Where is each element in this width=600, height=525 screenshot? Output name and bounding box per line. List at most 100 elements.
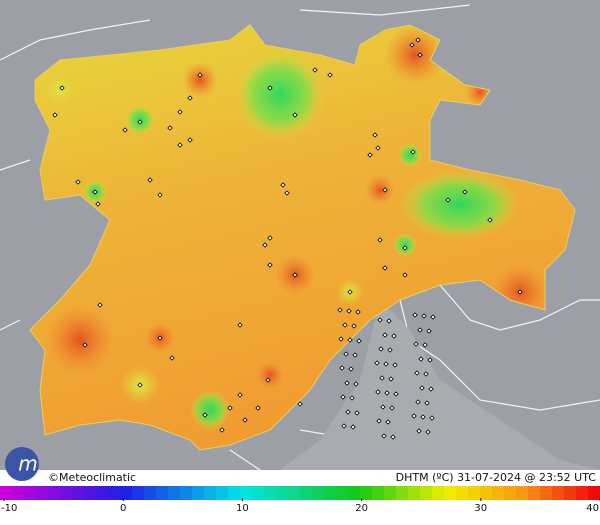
station: [352, 352, 358, 358]
station: [415, 37, 421, 43]
station: [413, 341, 419, 347]
station: [312, 67, 318, 73]
station: [177, 142, 183, 148]
colorbar-cell: [576, 486, 589, 500]
station: [379, 375, 385, 381]
station: [187, 137, 193, 143]
station: [354, 410, 360, 416]
colorbar-label: 30: [474, 503, 487, 514]
station: [52, 112, 58, 118]
station: [374, 360, 380, 366]
colorbar-cell: [372, 486, 385, 500]
station: [297, 401, 303, 407]
station: [393, 391, 399, 397]
station: [387, 347, 393, 353]
station: [384, 390, 390, 396]
station: [346, 308, 352, 314]
station: [347, 337, 353, 343]
colorbar-cell: [180, 486, 193, 500]
station: [157, 335, 163, 341]
station: [349, 395, 355, 401]
station: [428, 386, 434, 392]
station: [327, 72, 333, 78]
station: [416, 428, 422, 434]
colorbar-cell: [204, 486, 217, 500]
station: [355, 309, 361, 315]
colorbar-cell: [216, 486, 229, 500]
station: [59, 85, 65, 91]
station: [342, 322, 348, 328]
station: [147, 177, 153, 183]
colorbar-cell: [324, 486, 337, 500]
station: [255, 405, 261, 411]
station: [386, 318, 392, 324]
station: [391, 333, 397, 339]
station: [137, 382, 143, 388]
station: [242, 417, 248, 423]
colorbar-cell: [120, 486, 133, 500]
station: [202, 412, 208, 418]
station: [219, 427, 225, 433]
station: [420, 414, 426, 420]
colorbar-label: 40: [586, 503, 599, 514]
colorbar-cell: [588, 486, 600, 500]
station: [414, 370, 420, 376]
station: [427, 357, 433, 363]
colorbar-cell: [156, 486, 169, 500]
station: [267, 262, 273, 268]
colorbar-label: 20: [355, 503, 368, 514]
relief: [280, 300, 600, 485]
colorbar-cell: [552, 486, 565, 500]
station: [237, 392, 243, 398]
colorbar-cell: [108, 486, 121, 500]
station: [372, 132, 378, 138]
station: [419, 385, 425, 391]
colorbar-cell: [312, 486, 325, 500]
colorbar-cell: [516, 486, 529, 500]
station: [388, 376, 394, 382]
station: [412, 312, 418, 318]
station: [462, 189, 468, 195]
colorbar-cell: [228, 486, 241, 500]
station: [380, 404, 386, 410]
station: [347, 289, 353, 295]
logo-mark: m: [18, 452, 37, 476]
station: [390, 434, 396, 440]
station: [337, 307, 343, 313]
station: [375, 145, 381, 151]
colorbar-cell: [348, 486, 361, 500]
station: [95, 201, 101, 207]
station: [82, 342, 88, 348]
station: [97, 302, 103, 308]
colorbar-cell: [240, 486, 253, 500]
station: [92, 189, 98, 195]
station: [382, 332, 388, 338]
station: [417, 52, 423, 58]
colorbar-cell: [360, 486, 373, 500]
station: [137, 119, 143, 125]
station: [422, 342, 428, 348]
colorbar-cell: [528, 486, 541, 500]
station: [430, 314, 436, 320]
station: [425, 429, 431, 435]
region: [30, 25, 575, 450]
stations: [52, 37, 523, 440]
station: [341, 423, 347, 429]
colorbar-cell: [456, 486, 469, 500]
station: [445, 197, 451, 203]
colorbar-cell: [300, 486, 313, 500]
colorbar-cell: [84, 486, 97, 500]
station: [237, 322, 243, 328]
station: [429, 415, 435, 421]
colorbar-cell: [168, 486, 181, 500]
colorbar-cell: [444, 486, 457, 500]
colorbar-cell: [468, 486, 481, 500]
station: [169, 355, 175, 361]
station: [411, 413, 417, 419]
colorbar-cell: [564, 486, 577, 500]
station: [376, 418, 382, 424]
colorbar-cell: [288, 486, 301, 500]
station: [426, 328, 432, 334]
colorbar-cell: [0, 486, 13, 500]
colorbar-label: 0: [120, 503, 126, 514]
